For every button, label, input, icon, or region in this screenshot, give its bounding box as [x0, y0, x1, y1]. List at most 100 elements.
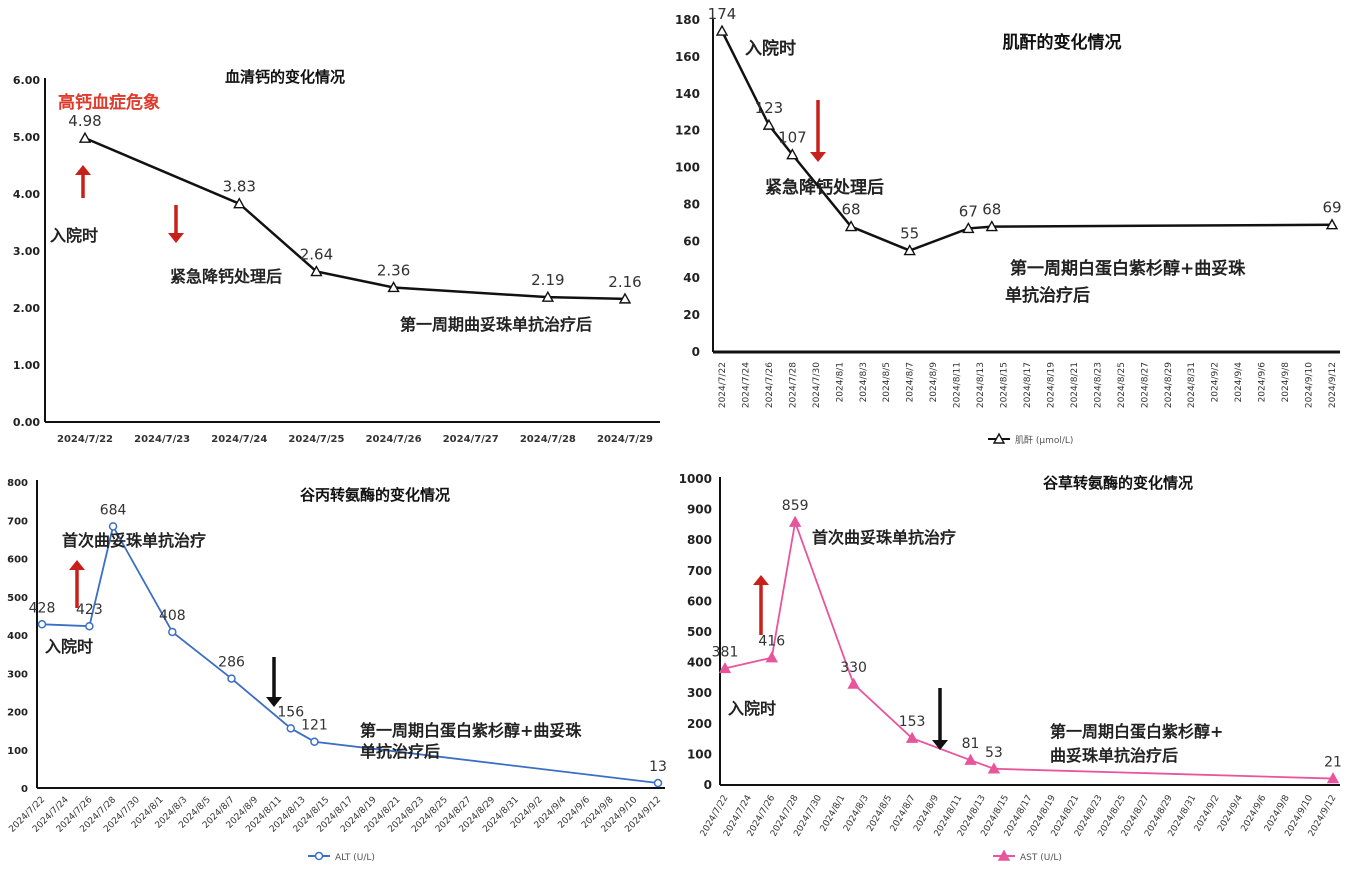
chart4-y-tick-label: 0 [704, 778, 712, 792]
chart4-annotation-cycle1-line1: 第一周期白蛋白紫杉醇+ [1050, 722, 1224, 741]
chart3-data-point [37, 620, 47, 629]
chart1-data-point [541, 290, 555, 302]
chart3-data-label: 428 [29, 600, 56, 616]
chart4-data-label: 53 [985, 745, 1003, 761]
chart1-data-label: 2.64 [300, 246, 333, 264]
chart4-data-label: 859 [782, 498, 809, 514]
chart4-data-label: 21 [1324, 755, 1342, 771]
chart2-legend-marker [992, 432, 1006, 444]
chart2-series-line [720, 30, 1333, 252]
chart1-x-tick-label: 2024/7/23 [134, 434, 190, 445]
chart3-annotation-cycle1-line1: 第一周期白蛋白紫杉醇+曲妥珠 [360, 721, 582, 740]
chart3-y-tick-label: 100 [7, 746, 28, 757]
chart3-annotation-first-trastuzumab: 首次曲妥珠单抗治疗 [62, 531, 207, 550]
chart2-x-tick-label: 2024/8/5 [882, 362, 892, 402]
chart4-black-down-arrow-head [932, 740, 948, 750]
chart4-data-point [964, 753, 977, 765]
chart3-legend-marker [314, 851, 324, 861]
chart3-y-tick-label: 700 [7, 516, 28, 527]
chart2-x-tick-label: 2024/8/17 [1023, 362, 1033, 408]
chart2-x-tick-label: 2024/8/15 [1000, 362, 1010, 408]
chart4-red-up-arrow-head [753, 575, 769, 585]
chart1-x-tick-label: 2024/7/28 [520, 434, 576, 445]
chart4-annotation-admission: 入院时 [728, 699, 777, 718]
chart1-x-tick-label: 2024/7/22 [57, 434, 113, 445]
chart1-y-tick-label: 1.00 [13, 359, 40, 372]
chart3-data-label: 423 [76, 602, 103, 618]
chart2-x-tick-label: 2024/9/4 [1234, 362, 1244, 403]
chart1-data-point [387, 281, 400, 293]
chart2-data-point [903, 244, 916, 256]
chart4-y-tick-label: 1000 [679, 472, 712, 486]
chart2-y-tick-label: 160 [675, 50, 700, 64]
chart2-x-tick-label: 2024/8/13 [976, 362, 986, 408]
chart4-y-tick-label: 700 [687, 564, 712, 578]
chart3-y-tick-label: 0 [21, 784, 28, 795]
chart3-annotation-cycle1-line2: 单抗治疗后 [360, 742, 441, 761]
chart2-x-tick-label: 2024/8/19 [1046, 362, 1056, 408]
chart2-y-tick-label: 180 [675, 13, 700, 27]
chart3-y-tick-label: 200 [7, 708, 28, 719]
chart2-annotation-admission: 入院时 [745, 39, 796, 59]
chart1-y-tick-label: 4.00 [13, 188, 40, 201]
chart2-red-down-arrow-head [810, 152, 826, 162]
chart4-annotation-cycle1-line2: 曲妥珠单抗治疗后 [1050, 746, 1179, 765]
chart2-data-label: 174 [708, 5, 737, 23]
chart3-series-line [41, 523, 659, 784]
chart4-data-point [905, 731, 919, 743]
chart2-x-tick-label: 2024/8/7 [906, 362, 916, 402]
chart1-y-tick-label: 6.00 [13, 74, 40, 87]
chart2-data-point [1325, 218, 1339, 230]
chart4-y-tick-label: 400 [687, 656, 712, 670]
chart4-data-point [765, 651, 778, 663]
chart1-data-label: 2.19 [531, 271, 564, 289]
chart4-y-tick-label: 600 [687, 594, 712, 608]
chart1-red-up-arrow-head [75, 165, 91, 175]
chart1-annotation-cycle1: 第一周期曲妥珠单抗治疗后 [400, 315, 593, 334]
chart4-y-tick-label: 900 [687, 503, 712, 517]
chart3-data-point [227, 674, 236, 683]
chart2-x-tick-label: 2024/8/11 [953, 362, 963, 408]
chart3-data-label: 156 [277, 704, 304, 720]
chart4-y-tick-label: 200 [687, 717, 712, 731]
chart3-data-point [653, 778, 663, 788]
chart2-data-label: 55 [900, 225, 919, 243]
chart2-y-tick-label: 60 [683, 234, 700, 248]
chart3-data-label: 286 [218, 655, 245, 671]
chart2-y-tick-label: 40 [683, 271, 700, 285]
chart2-x-tick-label: 2024/7/28 [788, 362, 798, 408]
chart2-x-tick-label: 2024/7/24 [741, 362, 751, 408]
chart1-x-tick-label: 2024/7/26 [366, 434, 422, 445]
chart4-legend-label: AST (U/L) [1020, 853, 1062, 863]
chart2-y-tick-label: 140 [675, 87, 700, 101]
chart2-y-tick-label: 100 [675, 161, 700, 175]
chart1-annotation-emergency: 紧急降钙处理后 [170, 267, 283, 286]
chart3-y-tick-label: 600 [7, 555, 28, 566]
chart3-legend-label: ALT (U/L) [335, 853, 375, 863]
chart4-data-label: 330 [840, 660, 867, 676]
chart1-title: 血清钙的变化情况 [224, 68, 346, 86]
chart3-data-point [168, 627, 177, 637]
chart3-red-up-arrow-head [69, 560, 85, 570]
chart4-legend-marker [997, 849, 1011, 861]
chart4-series-line [724, 518, 1334, 780]
chart1-data-point [310, 265, 323, 277]
chart1-y-tick-label: 0.00 [13, 416, 40, 429]
chart3-y-tick-label: 800 [7, 478, 28, 489]
chart1-annotation-admission: 入院时 [50, 226, 99, 245]
chart2-y-tick-label: 80 [683, 197, 700, 211]
chart3-y-tick-label: 500 [7, 593, 28, 604]
chart1-x-tick-label: 2024/7/24 [211, 434, 267, 445]
chart2-data-label: 68 [982, 201, 1001, 219]
chart2-data-label: 69 [1322, 199, 1341, 217]
chart2-x-tick-label: 2024/8/3 [859, 362, 869, 402]
chart2-data-point [985, 220, 998, 232]
chart4-data-label: 153 [899, 714, 926, 730]
chart1-red-down-arrow-head [168, 233, 184, 243]
chart2-x-tick-label: 2024/8/9 [929, 362, 939, 403]
chart2-legend-label: 肌酐 (μmol/L) [1015, 435, 1073, 446]
chart4-data-point [788, 515, 802, 527]
chart2-title: 肌酐的变化情况 [1002, 33, 1122, 53]
chart4-data-label: 381 [712, 644, 739, 660]
